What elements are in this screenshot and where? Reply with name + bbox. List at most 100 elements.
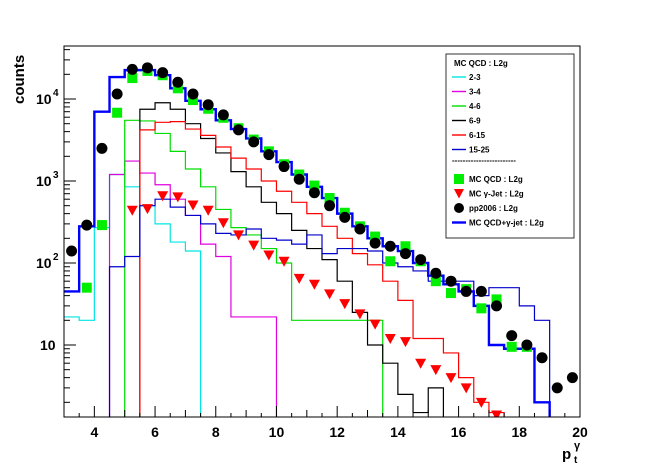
marker-pp2006-l2g-point <box>491 300 503 312</box>
marker-mc-qcd-l2g-point <box>370 231 381 242</box>
x-tick-label: 4 <box>90 424 98 440</box>
marker-layer <box>66 62 578 417</box>
legend-separator: ------------------------ <box>452 156 516 165</box>
y-tick-label: 10 <box>36 255 52 271</box>
legend-label-3-4: 3-4 <box>469 88 481 97</box>
marker-pp2006-l2g-point <box>475 285 487 297</box>
x-tick-label: 8 <box>212 424 220 440</box>
marker-pp2006-l2g-point <box>460 285 472 297</box>
marker-mc-qcd-l2g-point <box>400 241 411 252</box>
histogram-6-15 <box>139 121 505 417</box>
legend-label-15-25: 15-25 <box>469 146 490 155</box>
marker-mc-jet-l2g-point <box>248 240 260 251</box>
legend-box <box>445 53 575 239</box>
x-axis-label: p γ t <box>562 440 581 465</box>
marker-mc-jet-l2g-point <box>339 299 351 310</box>
legend-label-mc-jet-l2g: MC γ-Jet : L2g <box>469 190 524 199</box>
marker-mc-jet-l2g-point <box>202 205 214 216</box>
legend-swatch-mc-jet-l2g <box>454 189 464 199</box>
marker-pp2006-l2g-point <box>369 237 381 249</box>
x-tick-label: 12 <box>329 424 345 440</box>
y-tick-label-exponent: 3 <box>53 170 59 181</box>
marker-pp2006-l2g-point <box>445 275 457 287</box>
marker-pp2006-l2g-point <box>66 245 78 257</box>
legend-label-2-3: 2-3 <box>469 73 481 82</box>
marker-mc-jet-l2g-point <box>491 410 503 417</box>
marker-pp2006-l2g-point <box>217 109 229 121</box>
marker-pp2006-l2g-point <box>339 211 351 223</box>
marker-pp2006-l2g-point <box>202 99 214 111</box>
marker-mc-jet-l2g-point <box>324 289 336 300</box>
legend-label-mc-qcd-jet-l2g: MC QCD+γ-jet : L2g <box>469 219 544 228</box>
x-axis-label-main: p <box>562 446 571 463</box>
marker-mc-qcd-l2g-point <box>476 303 487 314</box>
y-tick-label-exponent: 4 <box>53 88 59 99</box>
marker-pp2006-l2g-point <box>81 219 93 231</box>
marker-mc-qcd-l2g-point <box>127 73 138 84</box>
marker-mc-jet-l2g-point <box>399 337 411 348</box>
marker-pp2006-l2g-point <box>384 240 396 252</box>
marker-pp2006-l2g-point <box>233 124 245 136</box>
marker-pp2006-l2g-point <box>551 382 563 394</box>
marker-mc-jet-l2g-point <box>384 334 396 345</box>
legend-label-6-9: 6-9 <box>469 117 481 126</box>
marker-pp2006-l2g-point <box>141 62 153 74</box>
x-tick-label: 14 <box>390 424 406 440</box>
marker-mc-jet-l2g-point <box>460 383 472 394</box>
legend-label-mc-qcd-l2g: MC QCD : L2g <box>469 175 523 184</box>
y-tick-label-exponent: 2 <box>53 252 59 263</box>
marker-pp2006-l2g-point <box>354 223 366 235</box>
marker-mc-jet-l2g-point <box>157 191 169 202</box>
x-tick-label: 6 <box>151 424 159 440</box>
histogram-6-9 <box>139 102 445 417</box>
marker-pp2006-l2g-point <box>430 267 442 279</box>
marker-mc-jet-l2g-point <box>415 358 427 369</box>
marker-mc-jet-l2g-point <box>475 397 487 408</box>
marker-mc-qcd-l2g-point <box>172 83 183 94</box>
marker-mc-qcd-l2g-point <box>385 256 396 267</box>
marker-mc-qcd-l2g-point <box>491 294 502 305</box>
marker-mc-jet-l2g-point <box>172 192 184 203</box>
y-tick-label: 10 <box>36 173 52 189</box>
marker-pp2006-l2g-point <box>415 254 427 266</box>
legend-swatch-pp2006-l2g <box>454 203 464 213</box>
marker-mc-qcd-l2g-point <box>81 282 92 293</box>
y-axis-label: counts <box>11 55 28 104</box>
marker-pp2006-l2g-point <box>521 339 533 351</box>
marker-pp2006-l2g-point <box>324 200 336 212</box>
marker-pp2006-l2g-point <box>172 76 184 88</box>
histogram-4-6 <box>124 119 384 417</box>
x-tick-label: 20 <box>572 424 588 440</box>
legend: MC QCD : L2g 2-3 3-4 4-6 6-9 6-15 15-25 MC QCD… <box>445 53 575 239</box>
marker-mc-jet-l2g-point <box>354 309 366 320</box>
marker-pp2006-l2g-point <box>278 161 290 173</box>
legend-label-4-6: 4-6 <box>469 102 481 111</box>
marker-mc-jet-l2g-point <box>430 365 442 376</box>
marker-pp2006-l2g-point <box>263 149 275 161</box>
y-tick-label: 10 <box>40 337 56 353</box>
marker-pp2006-l2g-point <box>399 248 411 260</box>
legend-label-pp2006-l2g: pp2006 : L2g <box>469 204 518 213</box>
x-tick-label: 10 <box>269 424 285 440</box>
marker-mc-jet-l2g-point <box>141 204 153 215</box>
marker-mc-qcd-l2g-point <box>112 107 123 118</box>
marker-mc-jet-l2g-point <box>308 279 320 290</box>
marker-pp2006-l2g-point <box>96 142 108 154</box>
legend-entries: 2-3 3-4 4-6 6-9 6-15 15-25 MC QCD : L2g MC γ-Je… <box>452 73 544 228</box>
y-tick-label: 10 <box>36 91 52 107</box>
x-axis-label-superscript: γ <box>574 440 581 452</box>
marker-pp2006-l2g-point <box>187 88 199 100</box>
legend-header: MC QCD : L2g <box>454 59 508 68</box>
marker-pp2006-l2g-point <box>536 352 548 364</box>
marker-pp2006-l2g-point <box>111 88 123 100</box>
x-tick-label: 16 <box>451 424 467 440</box>
legend-swatch-mc-qcd-l2g <box>454 174 464 184</box>
marker-mc-qcd-l2g-point <box>96 220 107 231</box>
x-axis-label-subscript: t <box>574 455 578 465</box>
marker-mc-jet-l2g-point <box>263 250 275 261</box>
histogram-15-25 <box>108 198 551 417</box>
marker-mc-jet-l2g-point <box>126 205 138 216</box>
x-tick-label: 18 <box>512 424 528 440</box>
